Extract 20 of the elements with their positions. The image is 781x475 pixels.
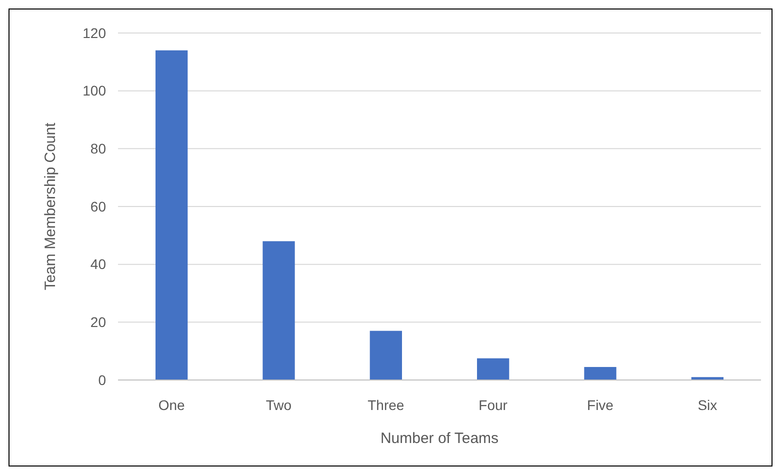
y-tick-label: 100 (82, 82, 106, 99)
y-tick-label: 20 (90, 314, 106, 330)
x-tick-label: Two (266, 397, 292, 413)
y-tick-label: 80 (90, 140, 106, 157)
y-tick-label: 40 (90, 256, 106, 272)
bar (262, 241, 295, 380)
x-tick-label: Five (587, 397, 614, 413)
y-tick-label: 60 (90, 198, 106, 214)
bar (370, 330, 402, 380)
y-tick-label: 120 (82, 24, 106, 41)
y-axis-title: Team Membership Count (42, 122, 59, 290)
bar (477, 358, 510, 380)
x-tick-label: Six (698, 397, 718, 413)
x-tick-label: Three (368, 397, 404, 413)
x-axis-title: Number of Teams (380, 430, 499, 447)
bar (584, 366, 616, 380)
x-tick-label: Four (478, 397, 508, 413)
x-tick-label: One (158, 397, 186, 413)
y-tick-label: 0 (98, 372, 106, 388)
bar (156, 50, 188, 380)
